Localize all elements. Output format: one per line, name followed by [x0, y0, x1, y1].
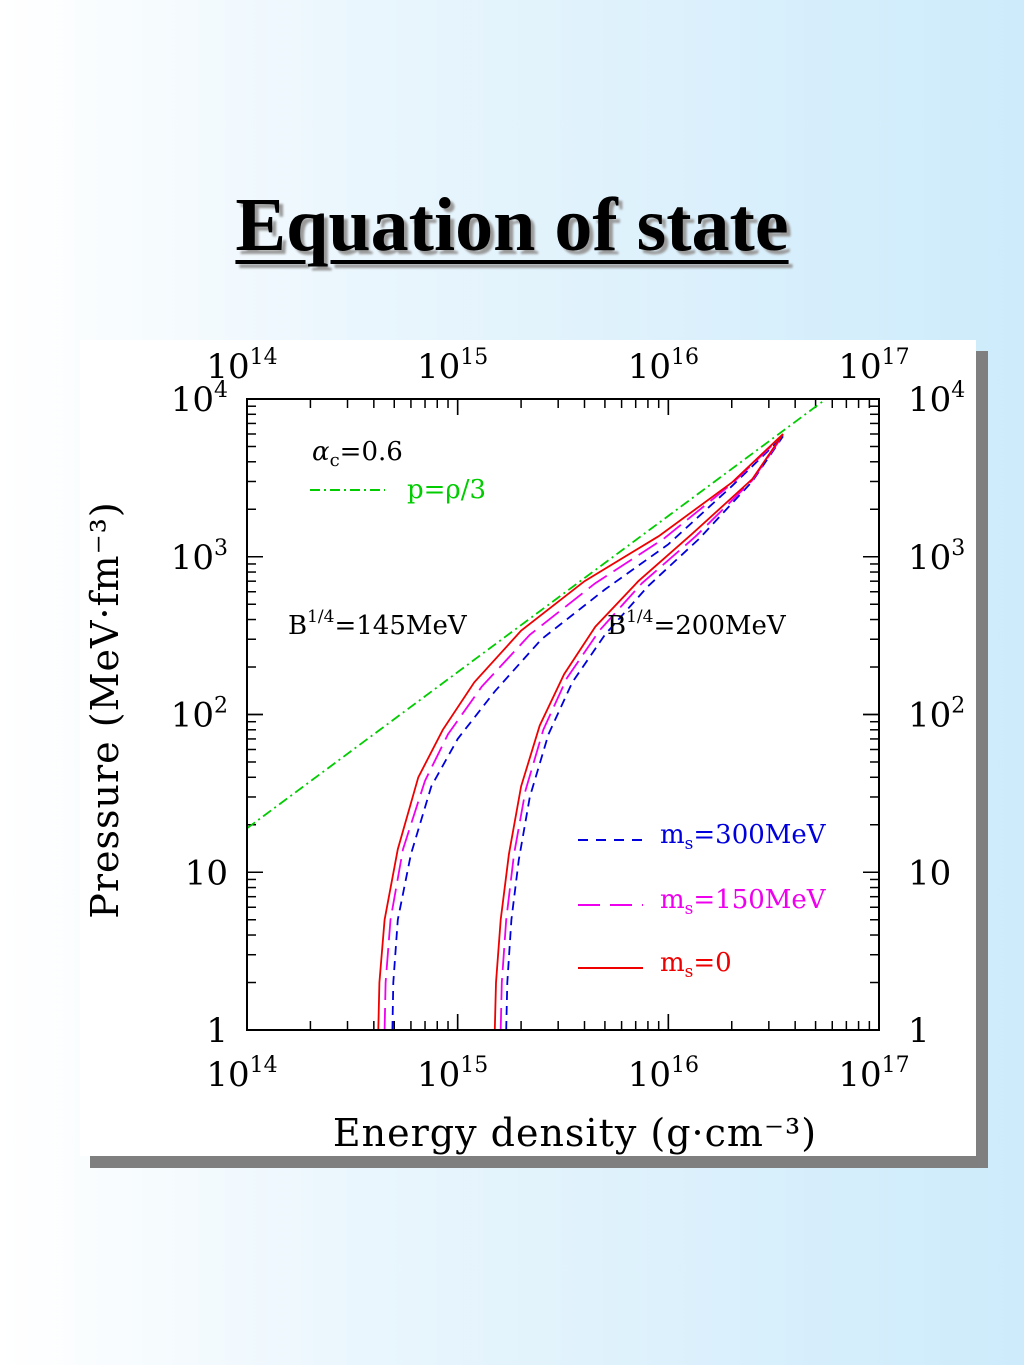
slide-title: Equation of state — [235, 183, 789, 267]
y-tick-label-right: 104 — [908, 378, 965, 420]
legend-label-ms300: ms=300MeV — [660, 820, 827, 854]
y-tick-label: 102 — [171, 694, 228, 736]
x-tick-label-top-exp: 16 — [671, 345, 699, 370]
y-tick-label-right-exp: 3 — [951, 536, 965, 561]
y-tick-label-right: 10 — [908, 853, 951, 893]
b145-base: B — [288, 611, 307, 641]
legend-ms150-value: =150MeV — [693, 885, 826, 915]
y-tick-label: 10 — [185, 853, 228, 893]
series-line-b145-dash — [391, 435, 784, 1031]
legend-label-ms150: ms=150MeV — [660, 885, 827, 919]
legend-ms300-value: =300MeV — [693, 820, 826, 850]
x-tick-label-base: 10 — [206, 1055, 249, 1095]
y-tick-label-right-base: 1 — [908, 1011, 930, 1051]
legend-ms0-sub: s — [685, 962, 694, 982]
x-tick-label-top-base: 10 — [206, 347, 249, 387]
x-tick-label: 1017 — [838, 1053, 909, 1095]
x-tick-label-top-exp: 14 — [250, 345, 278, 370]
x-tick-label-exp: 15 — [460, 1053, 488, 1078]
legend-ms300-sub: s — [685, 834, 694, 854]
x-tick-label: 1014 — [206, 1053, 277, 1095]
legend-ms0-value: =0 — [693, 948, 731, 978]
b200-value: =200MeV — [653, 611, 786, 641]
axis-ticks — [246, 398, 880, 1031]
y-tick-label-base: 10 — [171, 538, 214, 578]
legend-ms150-sub: s — [685, 899, 694, 919]
b200-exp: 1/4 — [626, 607, 653, 627]
y-tick-label-right: 102 — [908, 694, 965, 736]
x-tick-label-top: 1015 — [417, 345, 488, 387]
alpha-c-sub: c — [330, 450, 340, 471]
y-tick-label-base: 10 — [185, 853, 228, 893]
y-tick-label-exp: 4 — [214, 378, 228, 403]
y-tick-label: 1 — [206, 1011, 228, 1051]
x-tick-label-top-base: 10 — [838, 347, 881, 387]
x-tick-label-base: 10 — [838, 1055, 881, 1095]
y-tick-label: 103 — [171, 536, 228, 578]
y-tick-label-right-base: 10 — [908, 538, 951, 578]
x-tick-label-base: 10 — [628, 1055, 671, 1095]
y-axis-title: Pressure (MeV·fm⁻³) — [83, 501, 127, 918]
y-tick-label: 104 — [171, 378, 228, 420]
x-tick-label-top-exp: 17 — [882, 345, 910, 370]
x-tick-label-base: 10 — [417, 1055, 460, 1095]
y-tick-label-right-exp: 4 — [951, 378, 965, 403]
y-tick-label-base: 10 — [171, 696, 214, 736]
y-tick-label-right-exp: 2 — [951, 694, 965, 719]
x-tick-label-top-base: 10 — [417, 347, 460, 387]
plot-curves — [246, 398, 827, 1031]
y-tick-label-right-base: 10 — [908, 853, 951, 893]
legend-label-p-rho3: p=ρ/3 — [407, 475, 486, 505]
legend-ms: ms=300MeV ms=150MeV ms=0 — [578, 820, 827, 982]
x-tick-label-exp: 16 — [671, 1053, 699, 1078]
alpha-c-annotation: αc=0.6 — [312, 437, 403, 471]
alpha-c-value: =0.6 — [340, 437, 403, 467]
legend-ms150-m: m — [660, 885, 685, 915]
x-tick-label-top: 1017 — [838, 345, 909, 387]
legend-label-ms0: ms=0 — [660, 948, 732, 982]
y-tick-label-base: 10 — [171, 380, 214, 420]
b200-annotation: B1/4=200MeV — [607, 607, 787, 641]
b145-exp: 1/4 — [307, 607, 334, 627]
b145-annotation: B1/4=145MeV — [288, 607, 468, 641]
legend-ms0-m: m — [660, 948, 685, 978]
x-tick-label: 1016 — [628, 1053, 699, 1095]
x-tick-label-top-base: 10 — [628, 347, 671, 387]
y-tick-label-right: 103 — [908, 536, 965, 578]
plot-frame — [246, 398, 880, 1031]
series-line-b200-solid — [493, 433, 784, 1031]
x-tick-label-exp: 17 — [882, 1053, 910, 1078]
x-tick-label-top: 1016 — [628, 345, 699, 387]
series-line-b145-solid — [377, 433, 784, 1031]
y-tick-label-exp: 3 — [214, 536, 228, 561]
series-line-b200-longdash — [499, 434, 784, 1031]
x-tick-label-exp: 14 — [250, 1053, 278, 1078]
legend-ms300-m: m — [660, 820, 685, 850]
chart-figure: 1014 1014 1015 1015 1016 1016 1017 1017 1 1 10 10 10… — [80, 340, 976, 1156]
y-tick-label-right-base: 10 — [908, 696, 951, 736]
alpha-c-symbol: α — [312, 437, 330, 467]
b200-base: B — [607, 611, 626, 641]
y-tick-label-right: 1 — [908, 1011, 930, 1051]
x-tick-label: 1015 — [417, 1053, 488, 1095]
series-line-b145-longdash — [383, 434, 784, 1031]
x-tick-label-top: 1014 — [206, 345, 277, 387]
x-axis-title: Energy density (g·cm⁻³) — [333, 1111, 817, 1155]
b145-value: =145MeV — [334, 611, 467, 641]
x-tick-label-top-exp: 15 — [460, 345, 488, 370]
y-tick-label-right-base: 10 — [908, 380, 951, 420]
series-line-b200-dash — [505, 435, 784, 1031]
series-line-prho3-dashdot — [246, 398, 827, 830]
y-tick-label-exp: 2 — [214, 694, 228, 719]
y-tick-label-base: 1 — [206, 1011, 228, 1051]
